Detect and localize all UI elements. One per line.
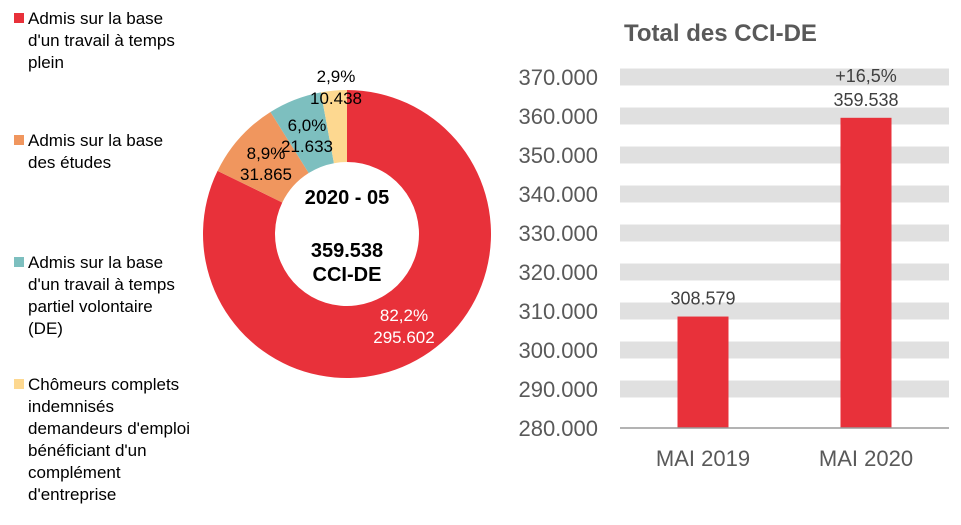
bar	[840, 117, 892, 428]
y-tick-label: 280.000	[518, 416, 598, 441]
bar-value-label: 308.579	[670, 289, 735, 309]
slice-percent-label: 6,0%	[288, 116, 327, 135]
y-tick-label: 290.000	[518, 377, 598, 402]
legend-swatch	[14, 257, 24, 267]
slice-percent-label: 2,9%	[317, 67, 356, 86]
legend-swatch	[14, 135, 24, 145]
donut-slice	[320, 90, 347, 164]
legend-label: Admis sur la base des études	[28, 131, 164, 172]
y-tick-label: 360.000	[518, 104, 598, 129]
grid-band	[620, 68, 949, 86]
donut-slice	[203, 90, 492, 378]
donut-center-unit: CCI-DE	[313, 264, 382, 286]
slice-value-label: 10.438	[310, 89, 362, 108]
grid-band	[620, 185, 949, 203]
bar-chart-title: Total des CCI-DE	[624, 20, 817, 47]
x-category-label: MAI 2020	[819, 446, 913, 471]
y-tick-label: 310.000	[518, 299, 598, 324]
legend-swatch	[14, 13, 24, 23]
donut-center-period: 2020 - 05	[305, 187, 390, 209]
bar-value-label: 359.538	[833, 90, 898, 110]
bar	[677, 316, 729, 428]
grid-band	[620, 107, 949, 125]
slice-percent-label: 8,9%	[247, 144, 286, 163]
legend-label: Chômeurs complets indemnisés demandeurs …	[28, 375, 191, 504]
grid-band	[620, 224, 949, 242]
legend-label: Admis sur la base d'un travail à temps p…	[28, 253, 175, 338]
donut-slice	[270, 92, 334, 174]
legend-swatch	[14, 379, 24, 389]
y-tick-label: 340.000	[518, 182, 598, 207]
y-tick-label: 350.000	[518, 143, 598, 168]
grid-band	[620, 146, 949, 164]
slice-value-label: 31.865	[240, 165, 292, 184]
y-tick-label: 370.000	[518, 65, 598, 90]
x-category-label: MAI 2019	[656, 446, 750, 471]
grid-band	[620, 341, 949, 359]
y-tick-label: 320.000	[518, 260, 598, 285]
grid-band	[620, 263, 949, 281]
y-tick-label: 330.000	[518, 221, 598, 246]
donut-slice	[217, 112, 309, 203]
donut-center-total: 359.538	[311, 240, 383, 262]
slice-value-label: 295.602	[373, 328, 434, 347]
grid-band	[620, 302, 949, 320]
legend-label: Admis sur la base d'un travail à temps p…	[28, 9, 175, 72]
y-tick-label: 300.000	[518, 338, 598, 363]
slice-percent-label: 82,2%	[380, 306, 428, 325]
slice-value-label: 21.633	[281, 137, 333, 156]
grid-band	[620, 380, 949, 398]
bar-change-annotation: +16,5%	[835, 66, 897, 86]
